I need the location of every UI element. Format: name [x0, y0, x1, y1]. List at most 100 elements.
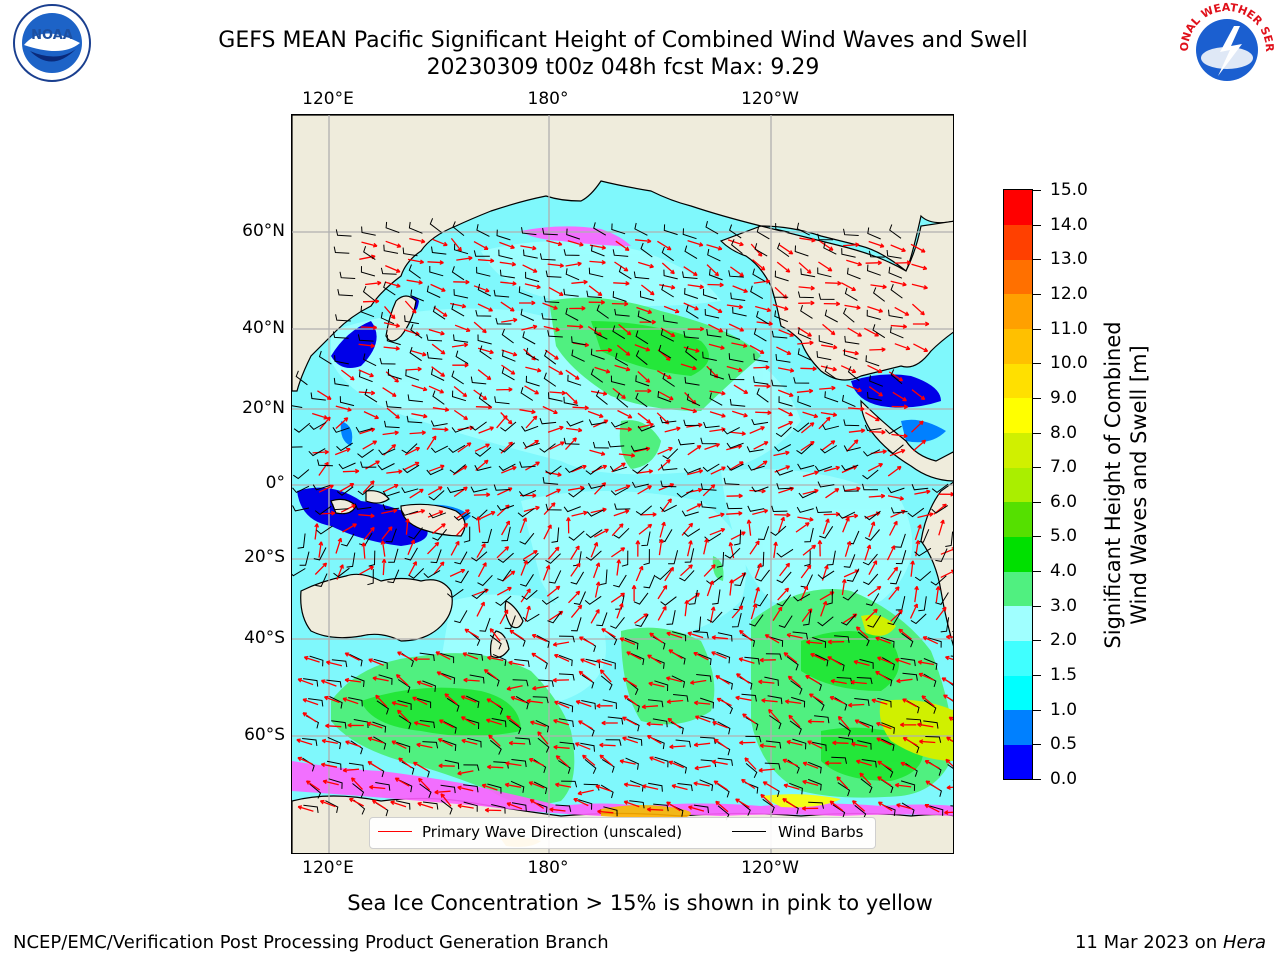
wind-barb [677, 783, 693, 792]
wave-direction-arrow [782, 798, 797, 809]
wave-direction-arrow [658, 538, 664, 556]
wind-barb [914, 547, 932, 557]
wind-barb [818, 335, 833, 346]
wind-barb [844, 335, 860, 345]
wave-direction-arrow [706, 244, 723, 251]
wave-direction-arrow [649, 756, 665, 764]
wind-barb [446, 697, 460, 712]
wind-barb [565, 268, 580, 281]
wave-direction-arrow [867, 463, 884, 472]
wave-direction-arrow [637, 485, 652, 495]
wind-barb [499, 442, 516, 453]
wave-direction-arrow [841, 578, 847, 596]
wave-direction-arrow [433, 306, 448, 317]
wind-barb [451, 266, 465, 281]
wind-barb [533, 781, 548, 795]
wave-direction-arrow [411, 413, 428, 419]
wave-direction-arrow [552, 641, 570, 647]
wind-barb [868, 250, 885, 258]
wind-barb [834, 635, 850, 643]
wind-barb [383, 244, 399, 254]
wave-direction-arrow [554, 782, 572, 788]
wind-barb [499, 269, 515, 279]
wind-barb [824, 309, 838, 323]
wave-direction-arrow [335, 537, 343, 554]
wave-direction-arrow [614, 364, 631, 372]
wave-direction-arrow [444, 693, 458, 705]
wave-direction-arrow [943, 694, 953, 702]
wind-barb [663, 269, 678, 280]
wind-barb [378, 674, 393, 685]
wind-barb [616, 392, 629, 408]
wind-barb [592, 441, 609, 449]
wind-barb [410, 324, 423, 339]
wave-direction-arrow [819, 385, 836, 391]
colorbar-title-line2: Wind Waves and Swell [m] [1127, 345, 1151, 625]
wind-barb [776, 594, 792, 607]
wave-direction-arrow [543, 524, 552, 540]
wave-direction-arrow [302, 712, 317, 723]
wind-barb [804, 550, 811, 567]
wave-direction-arrow [824, 760, 842, 766]
wave-direction-arrow [658, 391, 674, 401]
wind-barb [865, 593, 880, 606]
wave-direction-arrow [386, 469, 403, 474]
wind-barb [863, 449, 881, 457]
wind-barb [405, 369, 420, 381]
wave-direction-arrow [363, 411, 380, 420]
wave-direction-arrow [887, 495, 905, 501]
wind-barb [511, 802, 527, 812]
wave-direction-arrow [910, 243, 926, 253]
high-wave-zones-green [361, 321, 923, 781]
wind-barb [635, 392, 648, 408]
wind-barb [797, 348, 812, 361]
wave-direction-arrow [657, 240, 672, 251]
wind-barb [841, 464, 859, 471]
wave-direction-arrow [478, 426, 494, 434]
wave-direction-arrow [614, 484, 631, 492]
wave-direction-arrow [773, 450, 790, 457]
wave-direction-arrow [638, 523, 653, 535]
wave-direction-arrow [783, 783, 800, 790]
wave-direction-arrow [800, 366, 817, 372]
wind-barb [702, 288, 718, 300]
wave-direction-arrow [805, 674, 820, 685]
wave-direction-arrow [416, 742, 433, 749]
wind-barb [914, 571, 932, 582]
wind-barb [745, 763, 758, 779]
wave-direction-arrow [865, 412, 880, 422]
wind-barb [465, 695, 480, 708]
wind-barb [558, 635, 575, 643]
wind-barb [363, 246, 376, 261]
wave-direction-arrow [887, 465, 902, 477]
wave-direction-arrow [455, 509, 470, 520]
wave-direction-arrow [820, 411, 838, 418]
wave-direction-arrow [707, 282, 724, 288]
wind-barb [367, 569, 374, 586]
wave-direction-arrow [473, 321, 487, 334]
wave-direction-arrow [779, 244, 794, 255]
wind-barb [455, 570, 469, 584]
wave-direction-arrow [526, 698, 543, 704]
wave-direction-arrow [452, 362, 469, 368]
wave-direction-arrow [776, 261, 791, 273]
wind-barb [867, 391, 882, 401]
wind-barb [744, 656, 760, 665]
wind-barb [824, 391, 839, 403]
wave-direction-arrow [476, 543, 486, 558]
wave-direction-arrow [549, 807, 566, 812]
wave-direction-arrow [616, 559, 622, 576]
wave-direction-arrow [894, 658, 911, 666]
wind-barb [797, 327, 812, 340]
wave-direction-arrow [637, 371, 651, 383]
colorbar-tick-label: 0.0 [1050, 769, 1078, 789]
colorbar-segment [1004, 605, 1032, 641]
wind-barb [796, 443, 813, 455]
wave-direction-arrow [500, 301, 515, 312]
wave-direction-arrow [783, 652, 798, 664]
wave-direction-arrow [531, 633, 548, 642]
wave-direction-arrow [594, 482, 607, 495]
wind-barb [537, 737, 550, 753]
wind-barb [823, 241, 837, 255]
wave-direction-arrow [570, 562, 581, 577]
